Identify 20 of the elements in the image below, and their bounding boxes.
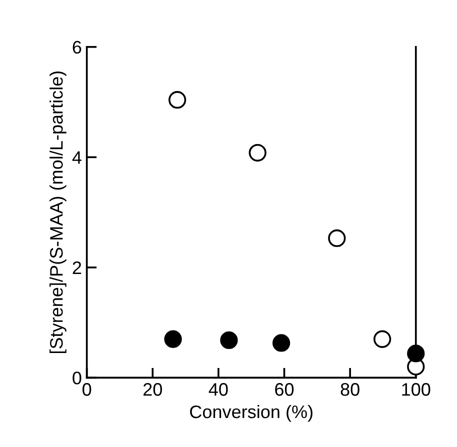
point: [328, 229, 346, 248]
x-tick-label: 40: [208, 383, 228, 396]
y-tick-label: 2: [72, 261, 82, 274]
y-axis-title: [Styrene]/P(S-MAA) (mol/L-particle): [50, 71, 66, 353]
y-tick-label: 0: [72, 372, 82, 384]
point: [220, 331, 238, 350]
x-tick-label: 80: [340, 383, 360, 396]
point: [164, 330, 182, 348]
x-tick-label: 100: [402, 383, 430, 396]
point: [407, 344, 425, 362]
point: [373, 330, 392, 348]
x-tick-label: 0: [82, 383, 92, 396]
x-tick-label: 60: [275, 383, 294, 396]
x-tick-label: 20: [144, 383, 162, 396]
point: [168, 91, 186, 109]
y-tick-label: 6: [72, 40, 82, 54]
point: [272, 334, 290, 352]
point: [248, 144, 266, 162]
x-axis-title: Conversion (%): [190, 404, 312, 422]
y-tick-label: 4: [72, 151, 82, 164]
